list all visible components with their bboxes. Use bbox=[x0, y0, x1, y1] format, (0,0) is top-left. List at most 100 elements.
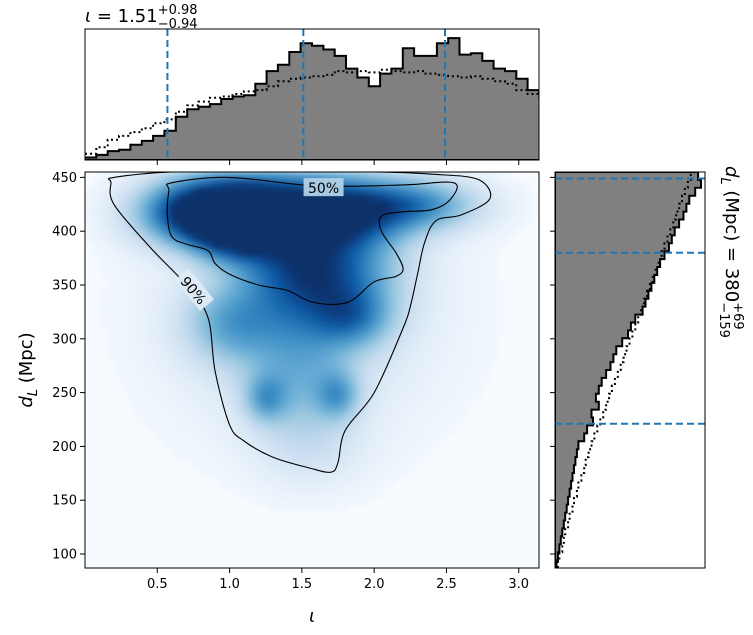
heatmap-cell bbox=[155, 412, 164, 421]
heatmap-cell bbox=[404, 362, 412, 371]
heatmap-cell bbox=[283, 235, 292, 244]
heatmap-cell bbox=[148, 320, 157, 329]
heatmap-cell bbox=[475, 242, 483, 251]
heatmap-cell bbox=[233, 242, 242, 251]
heatmap-cell bbox=[326, 412, 334, 421]
heatmap-cell bbox=[233, 490, 242, 498]
heatmap-cell bbox=[262, 179, 271, 187]
heatmap-cell bbox=[219, 398, 228, 406]
heatmap-cell bbox=[177, 179, 185, 187]
heatmap-cell bbox=[226, 186, 235, 194]
heatmap-cell bbox=[297, 278, 306, 286]
heatmap-cell bbox=[375, 370, 384, 378]
heatmap-cell bbox=[170, 299, 178, 307]
heatmap-cell bbox=[446, 320, 455, 329]
heatmap-cell bbox=[404, 278, 412, 286]
heatmap-cell bbox=[411, 228, 419, 237]
heatmap-cell bbox=[290, 377, 299, 385]
heatmap-cell bbox=[163, 179, 171, 187]
heatmap-cell bbox=[368, 355, 377, 364]
heatmap-cell bbox=[390, 327, 398, 336]
heatmap-cell bbox=[283, 271, 292, 279]
heatmap-cell bbox=[397, 412, 405, 421]
heatmap-cell bbox=[340, 405, 349, 414]
heatmap-cell bbox=[319, 447, 327, 456]
heatmap-cell bbox=[127, 200, 136, 208]
heatmap-cell bbox=[368, 263, 377, 272]
heatmap-cell bbox=[468, 313, 476, 322]
heatmap-cell bbox=[354, 433, 363, 442]
heatmap-cell bbox=[333, 193, 341, 201]
heatmap-cell bbox=[453, 207, 462, 216]
heatmap-cell bbox=[475, 327, 483, 336]
heatmap-cell bbox=[475, 292, 483, 300]
heatmap-cell bbox=[340, 179, 349, 187]
heatmap-cell bbox=[475, 320, 483, 329]
heatmap-cell bbox=[482, 320, 490, 329]
heatmap-cell bbox=[489, 313, 498, 322]
heatmap-cell bbox=[290, 320, 299, 329]
heatmap-cell bbox=[226, 426, 235, 435]
heatmap-cell bbox=[390, 426, 398, 435]
heatmap-cell bbox=[205, 242, 214, 251]
heatmap-cell bbox=[85, 235, 93, 244]
heatmap-cell bbox=[155, 256, 164, 265]
heatmap-cell bbox=[191, 320, 200, 329]
heatmap-cell bbox=[248, 370, 256, 378]
heatmap-cell bbox=[404, 327, 412, 336]
heatmap-cell bbox=[390, 469, 398, 477]
heatmap-cell bbox=[120, 207, 129, 216]
heatmap-cell bbox=[290, 334, 299, 343]
heatmap-cell bbox=[170, 285, 178, 293]
heatmap-cell bbox=[92, 200, 100, 208]
heatmap-cell bbox=[233, 405, 242, 414]
heatmap-cell bbox=[390, 461, 398, 470]
heatmap-cell bbox=[255, 172, 263, 180]
heatmap-cell bbox=[297, 320, 306, 329]
heatmap-cell bbox=[312, 461, 320, 470]
heatmap-cell bbox=[219, 285, 228, 293]
heatmap-cell bbox=[418, 278, 427, 286]
heatmap-cell bbox=[191, 249, 200, 258]
heatmap-cell bbox=[219, 334, 228, 343]
heatmap-cell bbox=[432, 341, 441, 350]
heatmap-cell bbox=[503, 235, 512, 244]
heatmap-cell bbox=[198, 313, 207, 322]
heatmap-cell bbox=[468, 292, 476, 300]
heatmap-cell bbox=[134, 334, 143, 343]
heatmap-cell bbox=[460, 398, 469, 406]
heatmap-cell bbox=[233, 334, 242, 343]
heatmap-cell bbox=[382, 221, 391, 230]
heatmap-cell bbox=[120, 193, 129, 201]
heatmap-cell bbox=[255, 447, 263, 456]
heatmap-cell bbox=[276, 440, 285, 449]
heatmap-cell bbox=[255, 469, 263, 477]
heatmap-cell bbox=[219, 405, 228, 414]
heatmap-cell bbox=[418, 327, 427, 336]
heatmap-cell bbox=[375, 249, 384, 258]
heatmap-cell bbox=[354, 362, 363, 371]
heatmap-cell bbox=[113, 362, 122, 371]
heatmap-cell bbox=[163, 256, 171, 265]
heatmap-cell bbox=[184, 405, 192, 414]
heatmap-cell bbox=[290, 469, 299, 477]
heatmap-cell bbox=[141, 341, 150, 350]
heatmap-cell bbox=[326, 242, 334, 251]
heatmap-cell bbox=[106, 249, 114, 258]
heatmap-cell bbox=[368, 440, 377, 449]
heatmap-cell bbox=[241, 454, 249, 463]
heatmap-cell bbox=[475, 249, 483, 258]
heatmap-cell bbox=[375, 278, 384, 286]
heatmap-cell bbox=[191, 412, 200, 421]
heatmap-cell bbox=[326, 221, 334, 230]
heatmap-cell bbox=[212, 193, 221, 201]
heatmap-cell bbox=[411, 334, 419, 343]
heatmap-cell bbox=[368, 172, 377, 180]
heatmap-cell bbox=[226, 249, 235, 258]
heatmap-cell bbox=[184, 419, 192, 428]
heatmap-cell bbox=[276, 313, 285, 322]
heatmap-cell bbox=[368, 179, 377, 187]
heatmap-cell bbox=[418, 214, 427, 223]
heatmap-cell bbox=[212, 426, 221, 435]
heatmap-cell bbox=[269, 355, 278, 364]
